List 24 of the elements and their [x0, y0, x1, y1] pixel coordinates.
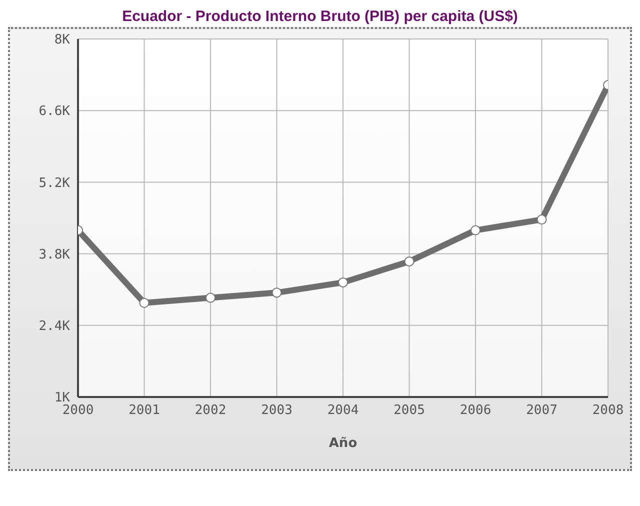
- chart-title: Ecuador - Producto Interno Bruto (PIB) per capita (US$): [121, 8, 519, 25]
- y-tick-label: 2.4K: [38, 319, 70, 334]
- x-tick-label: 2006: [460, 403, 492, 418]
- point: [272, 288, 282, 298]
- point: [470, 225, 480, 236]
- x-tick-label: 2005: [394, 403, 425, 418]
- point: [338, 277, 348, 288]
- x-axis-title: Año: [328, 436, 358, 451]
- y-tick-label: 6.6K: [38, 104, 70, 120]
- point: [139, 298, 150, 308]
- x-tick-label: 2003: [261, 403, 292, 418]
- point: [404, 256, 414, 266]
- point: [206, 292, 216, 303]
- y-tick-label: 8K: [54, 32, 70, 48]
- y-tick-label: 5.2K: [38, 176, 70, 191]
- y-tick-label: 1K: [54, 390, 70, 406]
- y-tick-label: 3.8K: [38, 247, 70, 262]
- x-tick-label: 2007: [526, 403, 558, 418]
- x-tick-label: 2004: [327, 403, 359, 418]
- point: [536, 214, 547, 225]
- x-tick-label: 2001: [128, 403, 160, 418]
- x-tick-label: 2002: [194, 403, 226, 418]
- x-tick-label: 2008: [592, 403, 624, 418]
- x-tick-label: 2000: [62, 403, 94, 418]
